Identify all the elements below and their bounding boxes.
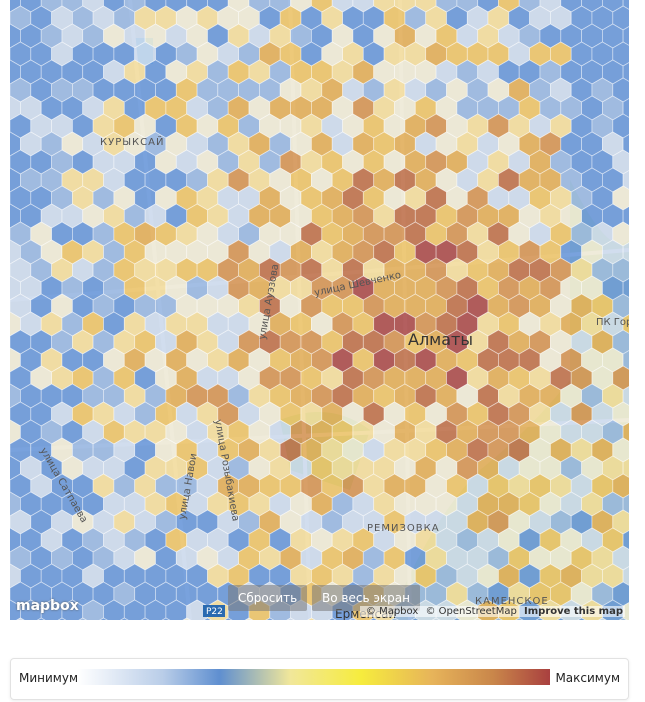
map: Алматы улица Шевченко улица Ауэзова улиц… — [10, 0, 629, 620]
legend-gradient — [78, 669, 550, 685]
attribution-link[interactable]: © OpenStreetMap — [425, 606, 517, 617]
hex-cell — [514, 617, 524, 620]
hex-cell — [286, 617, 295, 620]
legend-max: Максимум — [555, 671, 620, 685]
road-number: Р22 — [206, 607, 223, 617]
hex-cell — [223, 617, 233, 620]
hex-cell — [161, 617, 171, 620]
hex-layer — [10, 0, 629, 620]
hex-cell — [452, 617, 462, 620]
reset-button[interactable]: Сбросить — [228, 585, 308, 611]
hex-cell — [203, 617, 212, 620]
hex-cell — [598, 617, 607, 620]
improve-link[interactable]: Improve this map — [524, 606, 623, 617]
hex-cell — [535, 617, 545, 620]
hex-cell — [369, 617, 378, 620]
hex-cell — [120, 617, 129, 620]
hex-cell — [618, 617, 628, 620]
mapbox-logo[interactable]: mapbox — [16, 598, 79, 614]
hex-cell — [16, 617, 25, 620]
attribution-link[interactable]: © Mapbox — [365, 606, 419, 617]
hex-cell — [348, 617, 358, 620]
hex-cell — [57, 617, 67, 620]
hex-cell — [494, 617, 503, 620]
hex-cell — [431, 617, 441, 620]
district-label: КАМЕНСКОЕ — [475, 596, 549, 607]
legend: Минимум Максимум — [10, 658, 629, 700]
map-canvas: Алматы улица Шевченко улица Ауэзова улиц… — [10, 0, 629, 620]
hex-cell — [390, 617, 399, 620]
hex-cell — [577, 617, 586, 620]
road-shield — [203, 605, 225, 617]
district-label: ПК Горная гига — [596, 317, 629, 328]
city-label: Алматы — [408, 330, 473, 349]
hex-cell — [36, 617, 46, 620]
district-label: РЕМИЗОВКА — [367, 523, 440, 534]
district-label: КУРЫКСАЙ — [100, 135, 164, 148]
hex-cell — [411, 617, 420, 620]
legend-min: Минимум — [19, 671, 79, 685]
hex-cell — [556, 617, 566, 620]
hex-cell — [327, 617, 337, 620]
hex-cell — [265, 617, 275, 620]
hex-cell — [182, 617, 191, 620]
hex-cell — [99, 617, 108, 620]
attribution: © Mapbox © OpenStreetMap Improve this ma… — [359, 606, 625, 617]
hex-cell — [140, 617, 150, 620]
hex-cell — [473, 617, 482, 620]
hex-cell — [307, 617, 316, 620]
hex-cell — [78, 617, 87, 620]
hex-cell — [244, 617, 254, 620]
